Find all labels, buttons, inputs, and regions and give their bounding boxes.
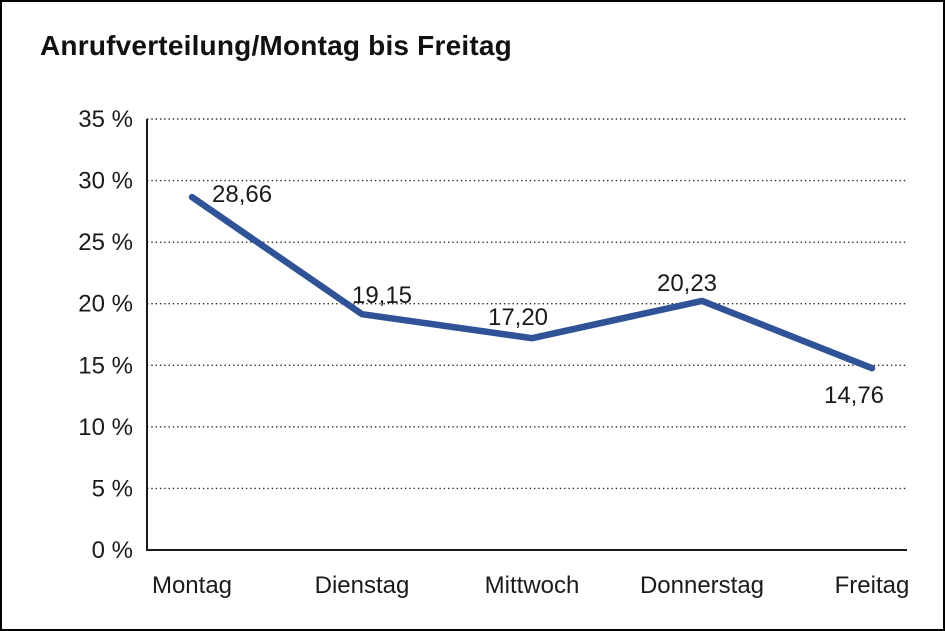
- chart-title: Anrufverteilung/Montag bis Freitag: [40, 30, 512, 61]
- y-tick-label: 10 %: [78, 414, 133, 441]
- x-category-label: Freitag: [835, 572, 910, 599]
- x-category-label: Mittwoch: [485, 572, 580, 599]
- y-tick-label: 15 %: [78, 352, 133, 379]
- y-tick-label: 35 %: [78, 106, 133, 133]
- data-line: [188, 193, 876, 372]
- data-point-label: 17,20: [488, 304, 548, 331]
- data-point-label: 28,66: [212, 181, 272, 208]
- data-point-label: 19,15: [352, 282, 412, 309]
- x-category-label: Donnerstag: [640, 572, 764, 599]
- y-tick-label: 5 %: [92, 475, 133, 502]
- data-point-label: 14,76: [824, 382, 884, 409]
- x-category-label: Dienstag: [315, 572, 410, 599]
- data-point-label: 20,23: [657, 270, 717, 297]
- y-tick-label: 30 %: [78, 168, 133, 195]
- x-category-label: Montag: [152, 572, 232, 599]
- y-tick-label: 25 %: [78, 229, 133, 256]
- y-tick-label: 20 %: [78, 291, 133, 318]
- y-tick-label: 0 %: [92, 537, 133, 564]
